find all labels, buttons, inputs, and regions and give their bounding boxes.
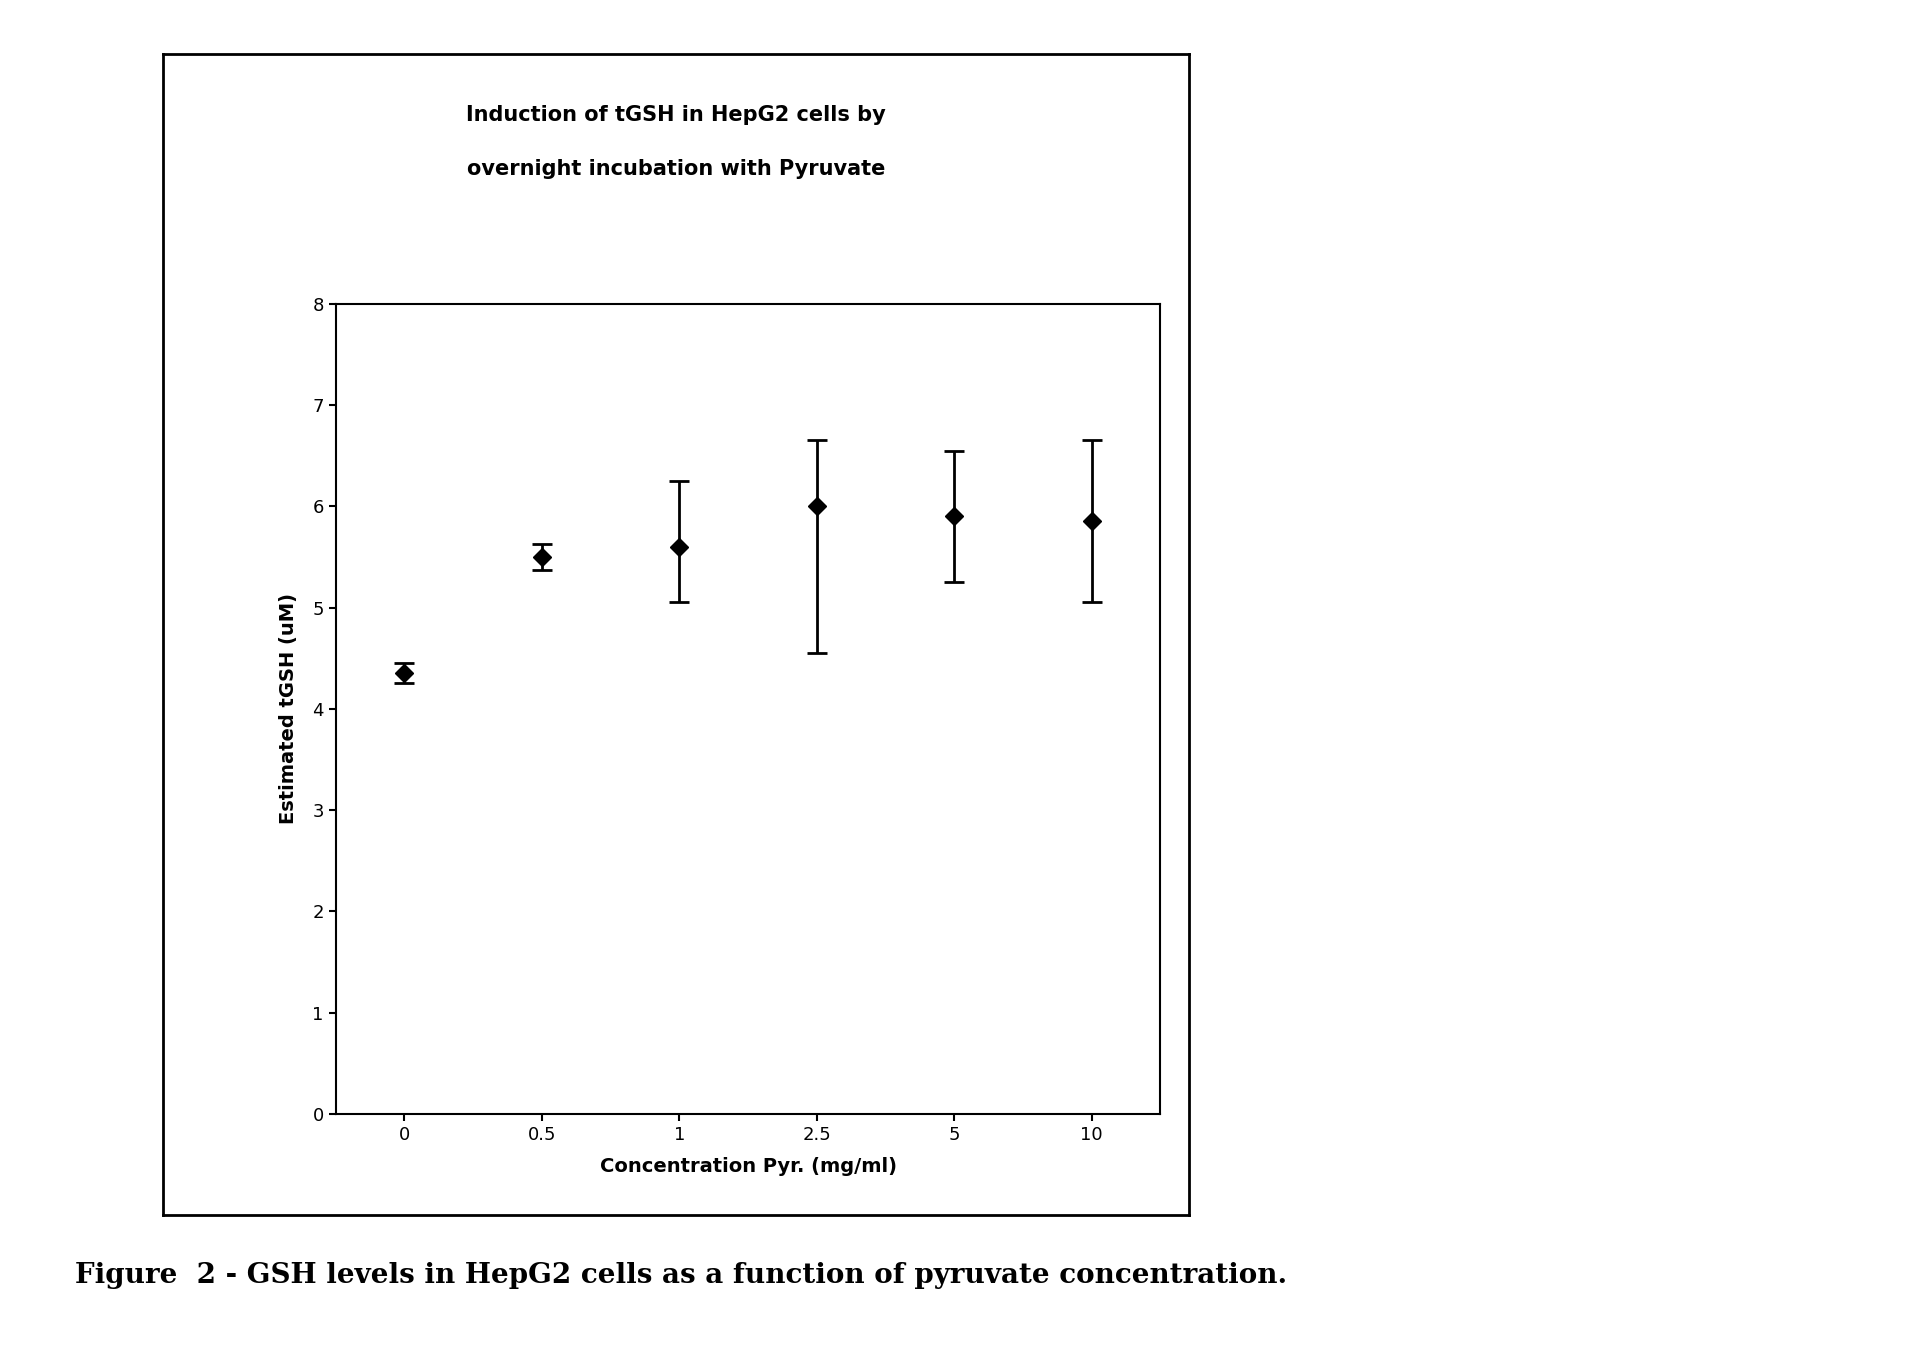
Y-axis label: Estimated tGSH (uM): Estimated tGSH (uM) (280, 593, 299, 825)
Text: Induction of tGSH in HepG2 cells by: Induction of tGSH in HepG2 cells by (466, 105, 886, 124)
Text: overnight incubation with Pyruvate: overnight incubation with Pyruvate (466, 159, 886, 178)
X-axis label: Concentration Pyr. (mg/ml): Concentration Pyr. (mg/ml) (600, 1157, 896, 1176)
Text: Figure  2 - GSH levels in HepG2 cells as a function of pyruvate concentration.: Figure 2 - GSH levels in HepG2 cells as … (75, 1262, 1287, 1289)
